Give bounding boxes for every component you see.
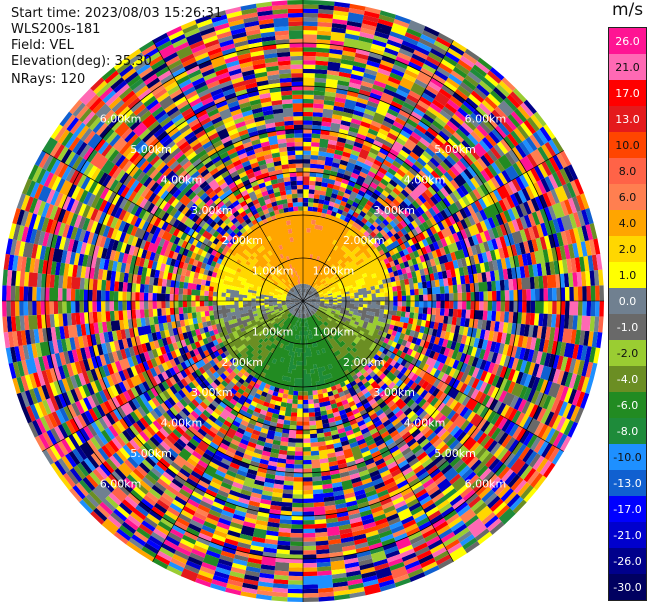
colorbar-tick-label: -4.0 xyxy=(616,373,639,386)
colorbar-segment xyxy=(609,366,646,392)
range-ring-label: 5.00km xyxy=(130,143,172,156)
colorbar-segment xyxy=(609,80,646,106)
colorbar-segment xyxy=(609,28,646,54)
azimuth-spoke xyxy=(302,40,454,302)
elevation-label: Elevation(deg): 35.30 xyxy=(11,54,152,69)
range-ring-label: 2.00km xyxy=(221,234,263,247)
ppi-plot: 1.00km 2.00km 3.00km 4.00km 5.00km 6.00km 1.00… xyxy=(2,0,605,603)
colorbar-tick-label: -6.0 xyxy=(616,399,639,412)
colorbar-segment xyxy=(609,262,646,288)
range-ring-label: 4.00km xyxy=(161,417,203,430)
colorbar-tick-label: 2.0 xyxy=(618,243,637,256)
range-ring-label: 3.00km xyxy=(373,204,415,217)
range-ring-label: 5.00km xyxy=(434,447,476,460)
colorbar-segment xyxy=(609,210,646,236)
azimuth-spoke xyxy=(302,300,564,452)
azimuth-spoke xyxy=(42,150,304,302)
velocity-gates xyxy=(10,4,590,590)
azimuth-spoke xyxy=(42,300,304,452)
colorbar-segment xyxy=(609,496,646,522)
range-ring-label: 6.00km xyxy=(465,477,507,490)
colorbar-tick-label: 17.0 xyxy=(615,87,640,100)
colorbar-tick-label: 10.0 xyxy=(615,139,640,152)
colorbar-tick-label: 6.0 xyxy=(618,191,637,204)
range-ring-label: 5.00km xyxy=(434,143,476,156)
start-time-label: Start time: 2023/08/03 15:26:31 xyxy=(11,6,223,21)
colorbar-tick-label: -8.0 xyxy=(616,425,639,438)
range-ring-label: 2.00km xyxy=(221,356,263,369)
colorbar-segment xyxy=(609,444,646,470)
colorbar-tick-label: 26.0 xyxy=(615,35,640,48)
colorbar-tick-label: 21.0 xyxy=(615,61,640,74)
range-rings xyxy=(2,0,604,602)
nrays-label: NRays: 120 xyxy=(11,72,86,87)
velocity-gates xyxy=(6,9,605,602)
colorbar-tick-label: -17.0 xyxy=(613,503,642,516)
range-ring-label: 4.00km xyxy=(161,173,203,186)
field-label: Field: VEL xyxy=(11,38,74,53)
colorbar-segment xyxy=(609,418,646,444)
azimuth-spoke xyxy=(152,300,304,562)
colorbar-segment xyxy=(609,158,646,184)
colorbar-segment xyxy=(609,236,646,262)
colorbar-segment xyxy=(609,288,646,314)
velocity-gates xyxy=(3,5,599,586)
colorbar-tick-label: 4.0 xyxy=(618,217,637,230)
range-ring-label: 6.00km xyxy=(465,113,507,126)
colorbar-segment xyxy=(609,470,646,496)
azimuth-spoke xyxy=(302,300,454,562)
range-ring-label: 1.00km xyxy=(313,325,355,338)
range-ring-label: 3.00km xyxy=(191,204,233,217)
colorbar-unit: m/s xyxy=(612,0,644,20)
colorbar-segment xyxy=(609,184,646,210)
colorbar-segment xyxy=(609,392,646,418)
colorbar-tick-label: 0.0 xyxy=(618,295,637,308)
range-ring-label: 6.00km xyxy=(100,477,142,490)
colorbar-tick-label: -26.0 xyxy=(613,555,642,568)
velocity-gates xyxy=(12,17,594,599)
velocity-gates xyxy=(2,0,576,601)
colorbar-segment xyxy=(609,132,646,158)
range-ring-label: 1.00km xyxy=(252,325,294,338)
colorbar-segment xyxy=(609,106,646,132)
azimuth-spoke xyxy=(302,150,564,302)
colorbar: 26.0 21.0 17.0 13.0 10.0 8.0 6.0 4.0 2.0 1.0 0.0 -1… xyxy=(608,27,647,601)
range-ring-label: 3.00km xyxy=(373,386,415,399)
instrument-label: WLS200s-181 xyxy=(11,22,101,37)
velocity-gates xyxy=(20,10,604,597)
colorbar-segment xyxy=(609,340,646,366)
range-ring-label: 5.00km xyxy=(130,447,172,460)
velocity-gates xyxy=(28,0,596,584)
range-ring-label: 1.00km xyxy=(313,265,355,278)
colorbar-segment xyxy=(609,54,646,80)
colorbar-segment xyxy=(609,548,646,574)
colorbar-segment xyxy=(609,574,646,600)
range-ring-labels: 1.00km 2.00km 3.00km 4.00km 5.00km 6.00km 1.00… xyxy=(100,113,506,491)
colorbar-tick-label: 13.0 xyxy=(615,113,640,126)
colorbar-tick-label: 1.0 xyxy=(618,269,637,282)
range-ring-label: 2.00km xyxy=(343,234,385,247)
azimuth-spoke xyxy=(152,40,304,302)
range-ring-label: 1.00km xyxy=(252,265,294,278)
range-ring-label: 4.00km xyxy=(404,173,446,186)
colorbar-tick-label: -1.0 xyxy=(616,321,639,334)
colorbar-segment xyxy=(609,522,646,548)
colorbar-tick-label: -30.0 xyxy=(613,581,642,594)
colorbar-tick-label: -13.0 xyxy=(613,477,642,490)
colorbar-tick-label: -21.0 xyxy=(613,529,642,542)
range-ring-label: 3.00km xyxy=(191,386,233,399)
range-ring-label: 6.00km xyxy=(100,113,142,126)
colorbar-tick-label: 8.0 xyxy=(618,165,637,178)
colorbar-tick-label: -2.0 xyxy=(616,347,639,360)
colorbar-segment xyxy=(609,314,646,340)
range-ring-label: 2.00km xyxy=(343,356,385,369)
velocity-gates xyxy=(19,3,599,592)
range-ring-label: 4.00km xyxy=(404,417,446,430)
colorbar-tick-label: -10.0 xyxy=(613,451,642,464)
